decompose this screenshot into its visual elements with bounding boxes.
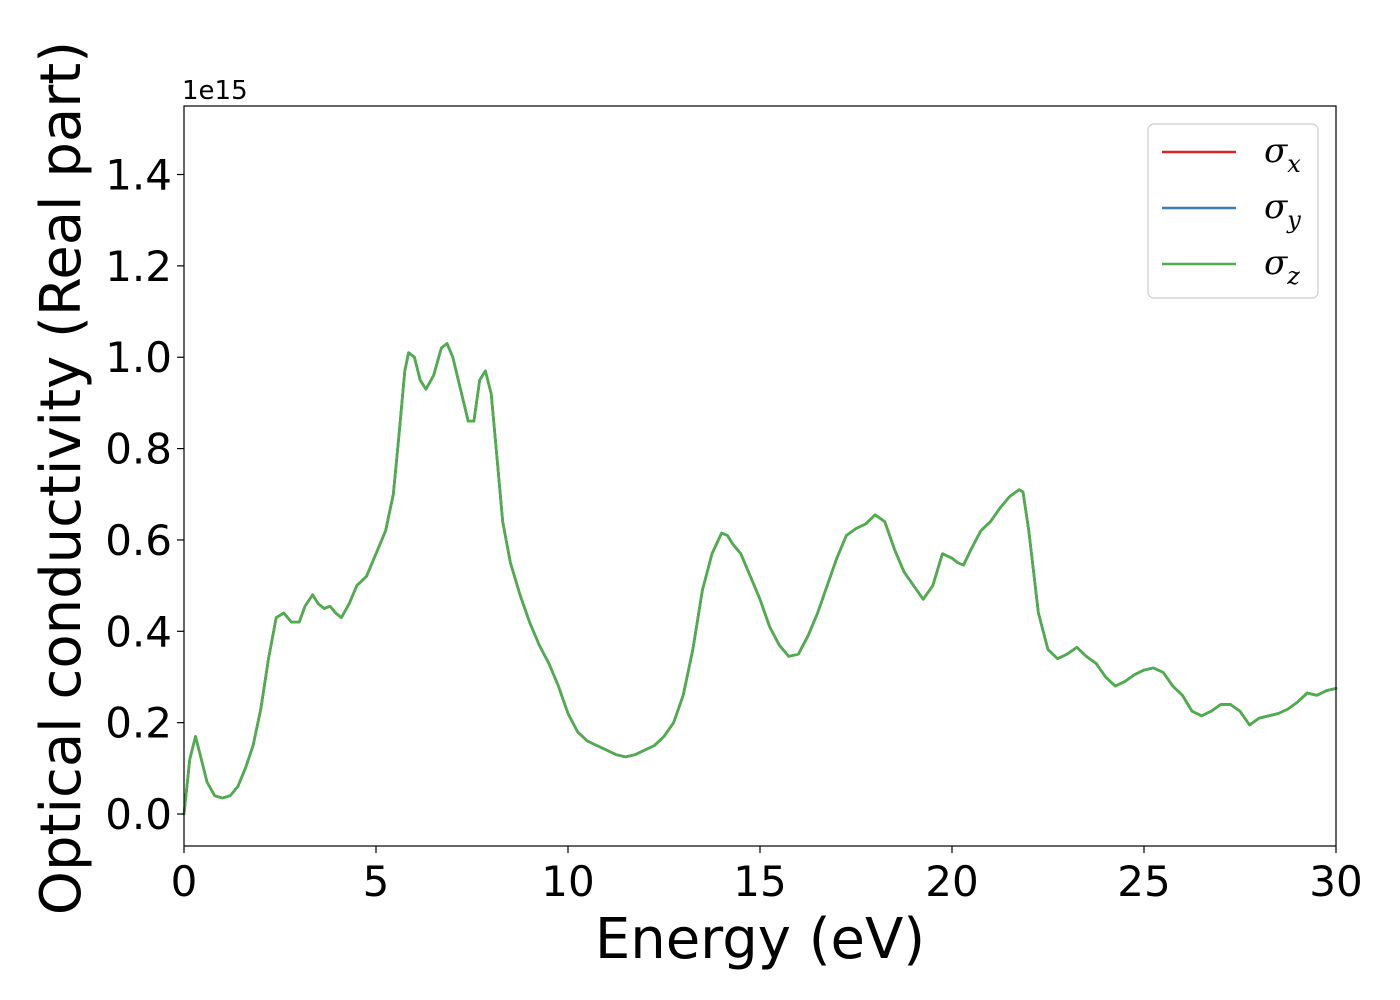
y-tick-label: 1.0 <box>105 333 172 382</box>
y-tick-label: 0.0 <box>105 790 172 839</box>
y-axis-ticks: 0.0 0.2 0.4 0.6 0.8 1.0 1.2 1.4 <box>105 151 184 839</box>
series-line-sigma-z <box>182 342 1338 816</box>
y-tick-label: 1.2 <box>105 242 172 291</box>
y-tick-label: 0.6 <box>105 516 172 565</box>
x-tick-label: 15 <box>733 857 786 906</box>
y-offset-label: 1e15 <box>182 76 248 106</box>
y-tick-label: 0.4 <box>105 607 172 656</box>
x-tick-label: 5 <box>363 857 390 906</box>
x-tick-label: 30 <box>1309 857 1362 906</box>
x-axis-title: Energy (eV) <box>595 907 925 972</box>
y-tick-label: 0.2 <box>105 699 172 748</box>
x-tick-label: 10 <box>541 857 594 906</box>
y-tick-label: 1.4 <box>105 151 172 200</box>
y-axis-title: Optical conductivity (Real part) <box>29 41 94 915</box>
legend-label-sigma-y: σy <box>1264 187 1301 234</box>
legend-box <box>1147 123 1319 299</box>
x-tick-label: 0 <box>171 857 198 906</box>
x-tick-label: 25 <box>1117 857 1170 906</box>
x-tick-label: 20 <box>925 857 978 906</box>
x-axis-ticks: 0 5 10 15 20 25 30 <box>171 846 1363 906</box>
legend-label-sigma-z: σz <box>1264 243 1300 290</box>
y-tick-label: 0.8 <box>105 425 172 474</box>
legend-label-sigma-x: σx <box>1264 131 1301 178</box>
legend: σx σy σz <box>1147 123 1319 299</box>
series-layer <box>182 342 1338 816</box>
